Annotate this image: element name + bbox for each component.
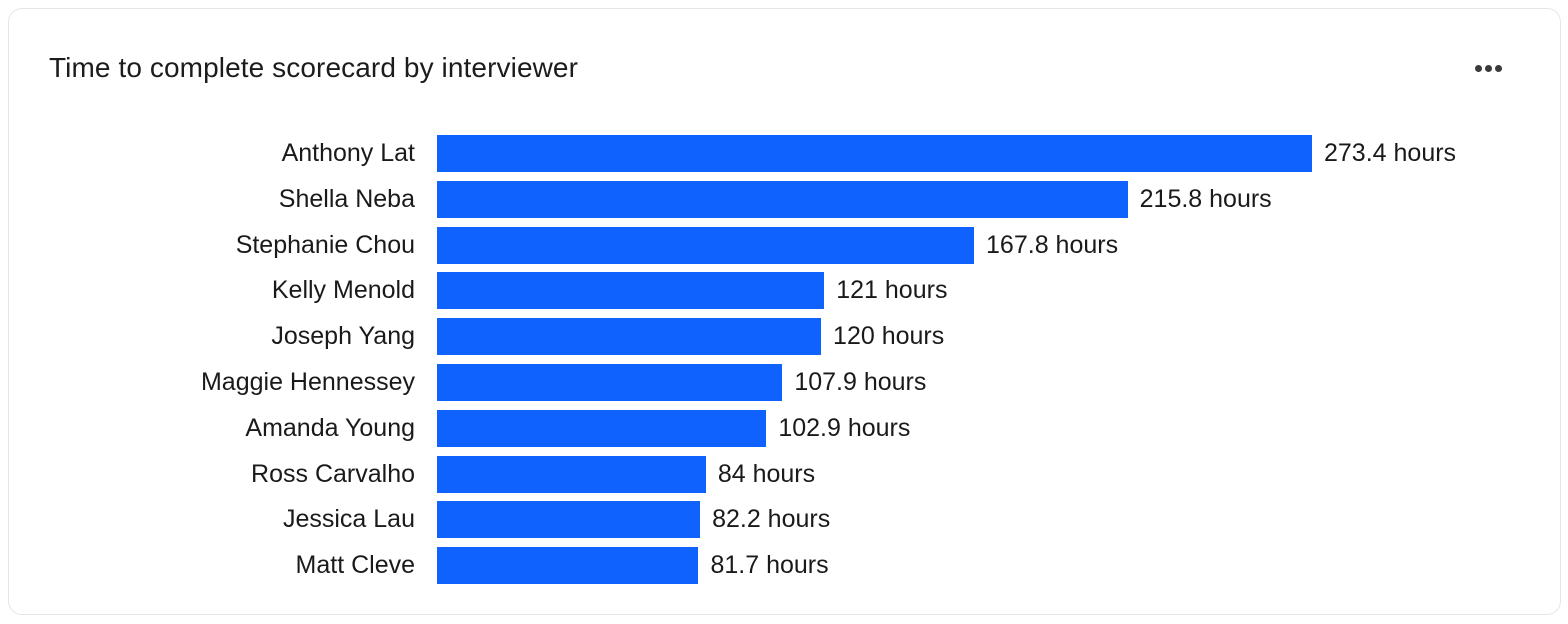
bar-row: Ross Carvalho 84 hours <box>9 455 1560 493</box>
category-label: Matt Cleve <box>295 551 415 580</box>
data-label: 81.7 hours <box>710 551 829 580</box>
category-label: Anthony Lat <box>281 139 415 167</box>
bar-chart: Anthony Lat 273.4 hours Shella Neba 215.8 h… <box>9 9 1560 614</box>
bar[interactable] <box>437 272 825 310</box>
bar[interactable] <box>437 180 1128 218</box>
bar-row: Matt Cleve 81.7 hours <box>9 547 1560 585</box>
chart-card: Time to complete scorecard by interviewe… <box>8 8 1561 615</box>
bar-row: Joseph Yang 120 hours <box>9 318 1560 356</box>
bar[interactable] <box>437 409 767 447</box>
category-label: Ross Carvalho <box>251 459 415 488</box>
data-label: 107.9 hours <box>794 368 927 396</box>
data-label: 215.8 hours <box>1139 184 1272 213</box>
more-horizontal-icon <box>1474 64 1482 72</box>
bar[interactable] <box>437 501 701 539</box>
bar[interactable] <box>437 318 822 356</box>
category-label: Stephanie Chou <box>235 230 415 259</box>
data-label: 121 hours <box>836 276 948 305</box>
category-label: Jessica Lau <box>282 505 415 534</box>
category-label: Kelly Menold <box>271 276 415 305</box>
bar[interactable] <box>437 455 706 493</box>
bar[interactable] <box>437 364 783 401</box>
bar[interactable] <box>437 135 1312 172</box>
bar-row: Maggie Hennessey 107.9 hours <box>9 364 1560 401</box>
bar-row: Amanda Young 102.9 hours <box>9 409 1560 447</box>
data-label: 82.2 hours <box>712 505 831 534</box>
data-label: 273.4 hours <box>1324 139 1457 167</box>
bar-row: Shella Neba 215.8 hours <box>9 180 1560 218</box>
category-label: Amanda Young <box>245 413 415 442</box>
more-horizontal-icon <box>1484 64 1492 72</box>
data-label: 120 hours <box>833 322 945 351</box>
data-label: 167.8 hours <box>986 230 1119 259</box>
more-horizontal-icon <box>1494 64 1502 72</box>
bar-row: Kelly Menold 121 hours <box>9 272 1560 310</box>
data-label: 102.9 hours <box>778 413 911 442</box>
category-label: Shella Neba <box>278 184 415 213</box>
category-label: Joseph Yang <box>271 322 415 351</box>
bar-row: Stephanie Chou 167.8 hours <box>9 226 1560 264</box>
bar-row: Jessica Lau 82.2 hours <box>9 501 1560 539</box>
category-label: Maggie Hennessey <box>200 368 415 396</box>
bar[interactable] <box>437 226 975 264</box>
bar[interactable] <box>437 547 699 585</box>
more-options-button[interactable] <box>1465 55 1511 81</box>
chart-title: Time to complete scorecard by interviewe… <box>49 52 579 83</box>
data-label: 84 hours <box>717 459 816 488</box>
bar-row: Anthony Lat 273.4 hours <box>9 135 1560 172</box>
